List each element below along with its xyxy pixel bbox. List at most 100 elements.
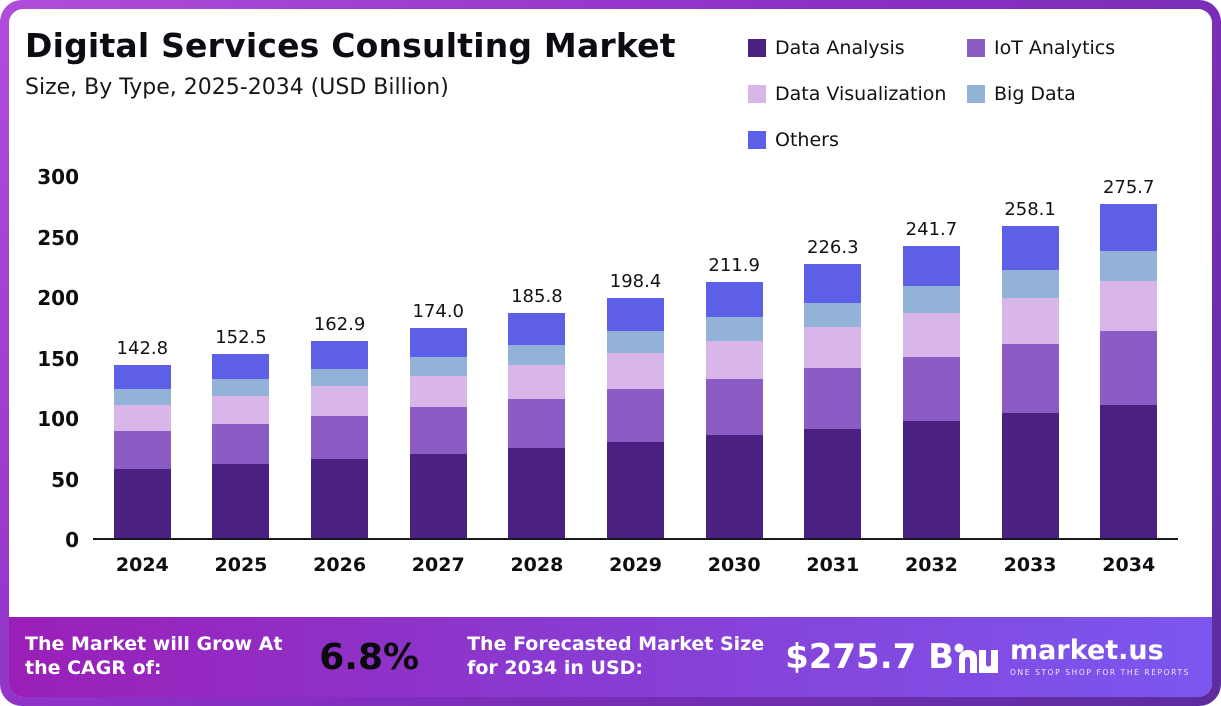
bar-stack — [1100, 204, 1158, 538]
bar-segment — [607, 441, 665, 538]
bar-stack — [902, 245, 960, 538]
bar-segment — [1001, 413, 1059, 538]
bar-group: 258.1 — [981, 177, 1080, 538]
y-axis-tick: 300 — [37, 165, 79, 189]
bar-segment — [902, 312, 960, 357]
bar-segment — [508, 364, 566, 399]
plot-wrap: 142.8 152.5 162.9 174.0 185.8 198.4 211.9 226.3… — [93, 177, 1178, 576]
bar-total-label: 162.9 — [313, 313, 366, 335]
bar-group: 226.3 — [783, 177, 882, 538]
bar-segment — [607, 331, 665, 354]
bar-segment — [212, 379, 270, 396]
bar-segment — [409, 407, 467, 454]
bar-segment — [804, 264, 862, 303]
bar-segment — [804, 327, 862, 369]
bar-group: 241.7 — [882, 177, 981, 538]
marketus-logo-icon — [954, 635, 1000, 679]
legend-swatch-icon — [748, 39, 766, 57]
bar-segment — [113, 468, 171, 538]
bar-segment — [705, 435, 763, 538]
bar-segment — [311, 415, 369, 460]
bar-total-label: 198.4 — [609, 270, 662, 292]
bar-total-label: 142.8 — [116, 338, 169, 360]
legend-label: Data Analysis — [775, 37, 905, 59]
bar-segment — [508, 448, 566, 538]
forecast-value: $275.7 B — [785, 637, 955, 677]
bar-segment — [705, 281, 763, 318]
footer-banner: The Market will Grow At the CAGR of: 6.8… — [9, 617, 1212, 697]
x-axis-label: 2031 — [806, 554, 860, 576]
bar-segment — [311, 459, 369, 538]
bar-stack — [804, 264, 862, 538]
page-title: Digital Services Consulting Market — [25, 26, 676, 65]
chart: 0 50 100 150 200 250 300 142.8 152.5 162.9 174.0 1… — [9, 165, 1212, 576]
bar-segment — [705, 317, 763, 341]
bar-segment — [804, 302, 862, 328]
bar-group: 211.9 — [685, 177, 784, 538]
brand-tagline: ONE STOP SHOP FOR THE REPORTS — [1010, 668, 1190, 677]
bar-total-label: 226.3 — [807, 237, 859, 259]
brand-logo: market.us ONE STOP SHOP FOR THE REPORTS — [954, 635, 1190, 679]
bar-group: 162.9 — [290, 177, 389, 538]
x-axis-label: 2034 — [1102, 554, 1156, 576]
bar-segment — [1001, 344, 1059, 414]
cagr-value: 6.8% — [319, 636, 420, 678]
bar-segment — [311, 340, 369, 369]
bar-stack — [705, 281, 763, 538]
title-block: Digital Services Consulting Market Size,… — [25, 27, 676, 151]
bar-stack — [113, 365, 171, 538]
bar-total-label: 174.0 — [412, 300, 464, 322]
bar-stack — [508, 313, 566, 538]
legend-item: Data Visualization — [748, 83, 967, 105]
bar-segment — [902, 356, 960, 421]
bar-segment — [212, 395, 270, 424]
bar-segment — [1100, 281, 1158, 332]
legend-label: Big Data — [994, 83, 1076, 105]
bar-segment — [607, 297, 665, 332]
bar-segment — [902, 421, 960, 538]
legend-swatch-icon — [967, 39, 985, 57]
x-axis-label: 2033 — [1003, 554, 1057, 576]
bar-stack — [409, 327, 467, 538]
bar-segment — [1001, 269, 1059, 298]
legend-item: IoT Analytics — [967, 37, 1186, 59]
y-axis-tick: 200 — [37, 286, 79, 310]
bar-segment — [113, 430, 171, 469]
bar-segment — [607, 389, 665, 442]
infographic-body: Digital Services Consulting Market Size,… — [9, 9, 1212, 697]
bar-segment — [311, 368, 369, 387]
bar-segment — [1100, 404, 1158, 538]
x-axis-label: 2029 — [609, 554, 662, 576]
bar-group: 174.0 — [389, 177, 488, 538]
y-axis-tick: 150 — [37, 346, 79, 371]
bar-stack — [607, 297, 665, 538]
chart-legend: Data Analysis IoT Analytics Data Visualiza… — [748, 37, 1186, 151]
x-axis-label: 2028 — [510, 554, 564, 576]
legend-label: IoT Analytics — [994, 37, 1116, 59]
bar-segment — [113, 389, 171, 406]
bar-group: 142.8 — [93, 177, 192, 538]
x-axis-label: 2024 — [115, 554, 169, 576]
bar-segment — [1100, 251, 1158, 282]
bar-segment — [705, 340, 763, 380]
bar-segment — [409, 327, 467, 357]
forecast-label: The Forecasted Market Size for 2034 in U… — [467, 633, 765, 679]
y-axis-tick: 0 — [65, 528, 79, 552]
x-axis-label: 2025 — [214, 554, 268, 576]
bar-segment — [311, 386, 369, 416]
bar-segment — [212, 464, 270, 538]
bar-segment — [607, 353, 665, 390]
bar-segment — [902, 286, 960, 313]
bar-total-label: 241.7 — [905, 218, 958, 240]
x-axis-label: 2032 — [905, 554, 958, 576]
bar-stack — [1001, 225, 1059, 538]
bar-group: 152.5 — [192, 177, 291, 538]
bar-total-label: 275.7 — [1102, 177, 1155, 199]
bar-segment — [508, 344, 566, 365]
legend-item: Big Data — [967, 83, 1186, 105]
legend-swatch-icon — [748, 131, 766, 149]
plot-area: 142.8 152.5 162.9 174.0 185.8 198.4 211.9 226.3… — [93, 177, 1178, 540]
cagr-label: The Market will Grow At the CAGR of: — [25, 633, 283, 679]
bar-total-label: 185.8 — [511, 286, 563, 308]
